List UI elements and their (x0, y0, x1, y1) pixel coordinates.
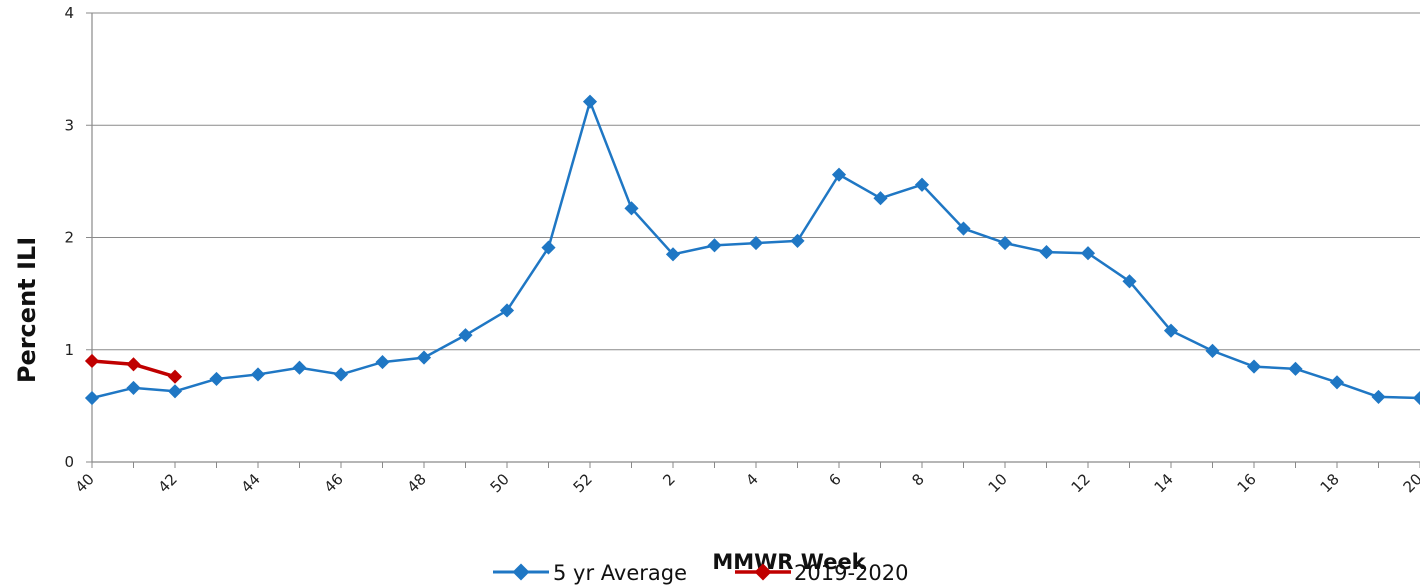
legend-item-5yr: 5 yr Average (493, 561, 687, 585)
y-tick-label: 1 (64, 341, 74, 359)
legend-marker-5yr (512, 563, 530, 581)
x-tick-label: 50 (487, 470, 513, 496)
series-layer (84, 94, 1420, 406)
data-point (1122, 274, 1137, 289)
data-point (1288, 361, 1303, 376)
x-tick-label: 46 (321, 470, 347, 496)
x-tick-label: 8 (908, 470, 927, 489)
x-axis-title: MMWR Week (712, 550, 866, 574)
data-point (1039, 245, 1054, 260)
x-tick-label: 40 (72, 470, 98, 496)
data-point (167, 384, 183, 399)
series-0 (84, 94, 1420, 406)
x-tick-label: 52 (570, 470, 596, 496)
data-point (209, 371, 224, 387)
x-tick-label: 42 (155, 470, 181, 496)
data-point (167, 369, 183, 384)
data-point (126, 357, 141, 372)
data-point (1205, 343, 1220, 358)
data-point (416, 350, 432, 365)
data-point (956, 221, 971, 236)
data-point (748, 236, 764, 251)
data-point (873, 191, 888, 206)
data-point (499, 303, 515, 318)
data-point (997, 236, 1013, 251)
data-point (790, 233, 805, 248)
data-point (458, 328, 473, 343)
y-tick-label: 3 (64, 116, 74, 134)
legend-label-5yr: 5 yr Average (553, 561, 687, 585)
x-tick-label: 44 (238, 470, 264, 496)
x-tick-label: 20 (1400, 470, 1420, 496)
gridlines (92, 12, 1420, 351)
data-point (292, 360, 307, 375)
data-point (84, 390, 100, 406)
data-point (624, 201, 639, 216)
data-point (250, 367, 266, 382)
y-tick-label: 0 (64, 453, 74, 471)
data-point (541, 240, 556, 255)
x-tick-label: 4 (742, 470, 761, 489)
data-point (375, 355, 390, 370)
legend-item-2019-2020: 2019-2020 (735, 561, 908, 585)
data-point (1246, 359, 1262, 374)
series-1 (84, 353, 183, 384)
y-axis-title: Percent ILI (13, 237, 41, 383)
data-point (1329, 375, 1345, 390)
data-point (1163, 323, 1179, 338)
x-tick-label: 2 (659, 470, 678, 489)
data-point (1371, 389, 1386, 404)
legend-label-2019-2020: 2019-2020 (794, 561, 908, 585)
x-tick-label: 10 (985, 470, 1011, 496)
data-point (665, 247, 681, 262)
data-point (707, 238, 722, 253)
data-point (84, 353, 100, 369)
data-point (333, 367, 349, 382)
x-tick-label: 18 (1317, 470, 1343, 496)
x-tick-label: 48 (404, 470, 430, 496)
data-point (831, 167, 847, 182)
data-point (914, 177, 930, 192)
data-point (1412, 390, 1420, 406)
x-tick-label: 14 (1151, 470, 1177, 496)
x-tick-label: 12 (1068, 470, 1094, 496)
legend-marker-2019-2020 (754, 563, 772, 581)
y-tick-label: 2 (64, 229, 74, 247)
x-tick-label: 6 (825, 470, 844, 489)
legend: 5 yr Average 2019-2020 (493, 561, 908, 585)
x-tick-label: 16 (1234, 470, 1260, 496)
data-point (1080, 246, 1096, 261)
data-point (582, 94, 598, 109)
y-tick-label: 4 (64, 4, 74, 22)
data-point (126, 380, 141, 395)
